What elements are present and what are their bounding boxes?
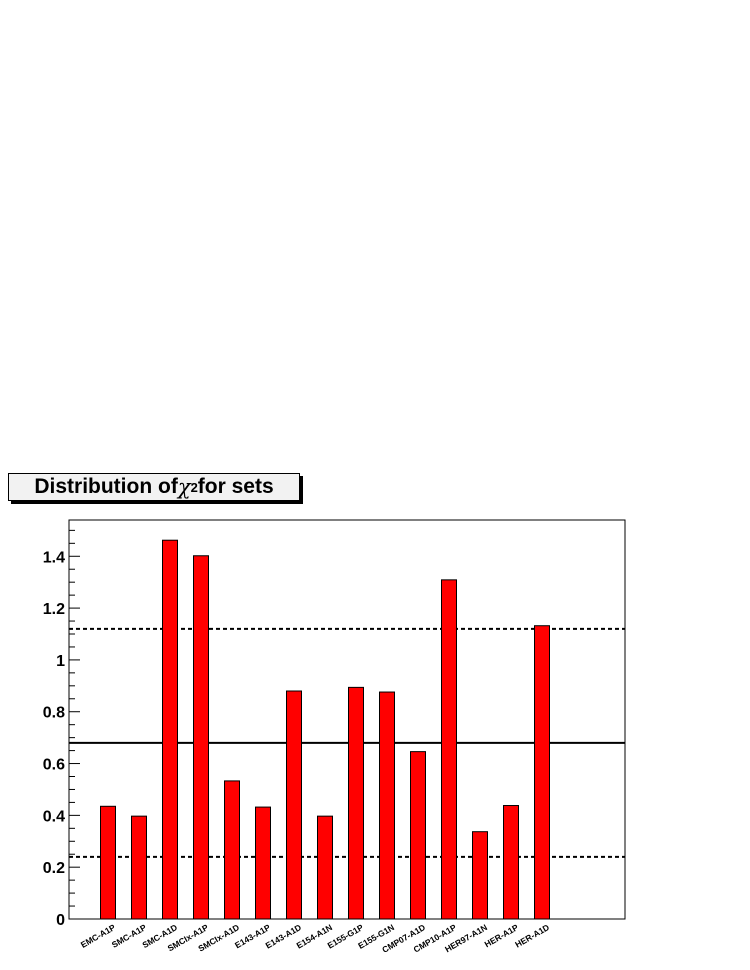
y-tick-label: 0.8 — [43, 705, 65, 722]
bar-e143-a1p — [255, 806, 271, 920]
bar-emc-a1p — [100, 805, 116, 920]
title-symbol: χ — [177, 475, 191, 499]
y-tick-label: 1 — [56, 653, 65, 670]
bar-cmp10-a1p — [441, 579, 457, 920]
title-prefix: Distribution of — [34, 475, 178, 498]
y-tick-label: 1.4 — [43, 549, 65, 566]
plot-frame — [68, 519, 626, 920]
bar-e155-g1n — [379, 691, 395, 920]
y-tick-label: 0.6 — [43, 757, 65, 774]
bar-cmp07-a1d — [410, 751, 426, 920]
y-tick-label: 0.4 — [43, 808, 65, 825]
y-axis: 0 0.2 0.4 0.6 0.8 1 1.2 1.4 — [43, 529, 80, 929]
title-suffix: for sets — [197, 475, 274, 498]
bars — [100, 539, 550, 920]
bar-smc-a1d — [162, 539, 178, 920]
title-sup: 2 — [190, 479, 198, 495]
y-tick-label: 1.2 — [43, 601, 65, 618]
x-axis: EMC-A1PSMC-A1PSMC-A1DSMCIx-A1PSMCIx-A1DE… — [79, 922, 551, 955]
x-tick-label: HER-A1D — [513, 922, 551, 950]
bar-smc-a1p — [131, 815, 147, 920]
bar-e143-a1d — [286, 690, 302, 920]
bar-smcix-a1d — [224, 780, 240, 920]
reference-lines — [69, 627, 625, 858]
y-tick-label: 0 — [56, 912, 65, 929]
bar-her97-a1n — [472, 831, 488, 920]
bar-her-a1d — [534, 625, 550, 920]
y-tick-label: 0.2 — [43, 860, 65, 877]
bar-e155-g1p — [348, 686, 364, 920]
bar-smcix-a1p — [193, 555, 209, 920]
bar-her-a1p — [503, 805, 519, 920]
bar-e154-a1n — [317, 815, 333, 920]
